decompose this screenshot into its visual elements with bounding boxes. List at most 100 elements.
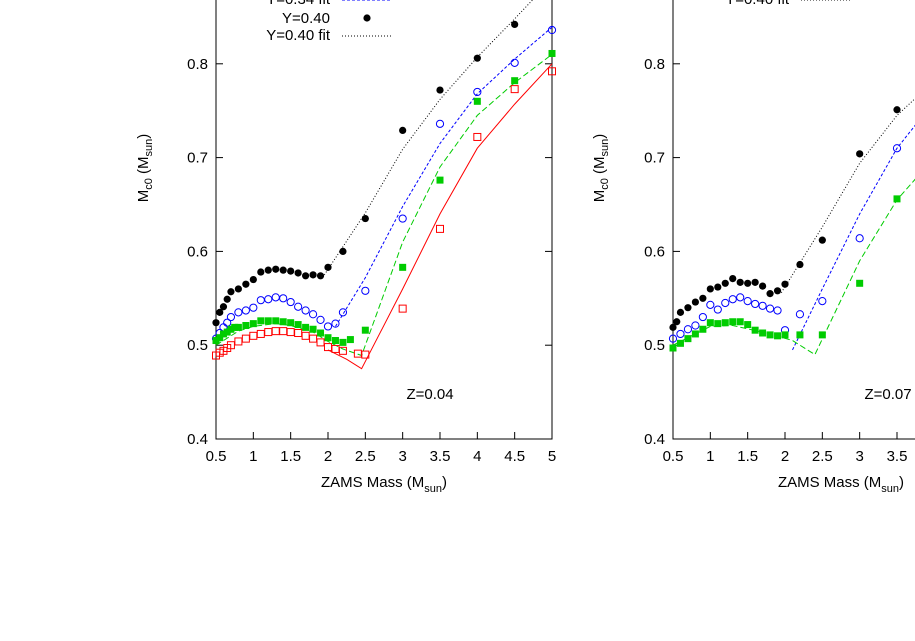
y-tick-label: 0.7 xyxy=(187,150,208,167)
data-point xyxy=(684,335,692,343)
x-axis-label: ZAMS Mass (Msun) xyxy=(321,474,447,495)
data-point xyxy=(683,325,693,334)
plot-frame xyxy=(215,0,553,440)
data-point xyxy=(361,214,369,223)
data-point xyxy=(338,346,347,355)
data-point xyxy=(736,293,745,302)
data-point xyxy=(286,328,295,337)
data-point xyxy=(241,334,250,343)
data-point xyxy=(279,327,288,336)
data-point xyxy=(473,132,482,141)
data-point xyxy=(706,319,714,327)
data-point xyxy=(511,20,519,29)
data-point xyxy=(744,279,752,287)
series-line xyxy=(323,0,534,276)
data-point xyxy=(766,331,774,339)
data-point xyxy=(212,337,220,345)
data-point xyxy=(264,266,272,274)
data-point xyxy=(721,298,730,308)
data-point xyxy=(271,327,280,336)
annotation-z: Z=0.07 xyxy=(864,386,911,403)
data-point xyxy=(227,288,235,296)
data-point xyxy=(766,290,774,298)
x-axis-label: ZAMS Mass (Msun) xyxy=(778,474,904,495)
data-point xyxy=(729,275,737,283)
data-point xyxy=(301,306,310,315)
axis-ticks: 0.5 1 1.5 2 2.5 3 3.5 4 4.5 50.40.50.60.70.8 xyxy=(187,56,556,465)
data-point xyxy=(855,234,864,243)
data-point xyxy=(234,308,243,317)
data-point xyxy=(264,328,273,337)
panel-z004: 0.5 1 1.5 2 2.5 3 3.5 4 4.5 50.40.50.60.70.8 Y=0.… xyxy=(135,0,556,495)
data-point xyxy=(286,297,295,307)
data-point xyxy=(773,287,782,295)
data-point xyxy=(309,271,317,279)
data-point xyxy=(676,329,685,339)
data-point xyxy=(324,263,332,271)
data-point xyxy=(399,126,407,134)
data-point xyxy=(287,319,295,327)
x-tick-label: 1 xyxy=(706,448,714,465)
data-point xyxy=(223,318,232,327)
annotation-z: Z=0.04 xyxy=(406,386,453,403)
data-point xyxy=(361,350,370,359)
data-point xyxy=(706,285,714,293)
data-point xyxy=(473,97,481,105)
x-tick-label: 3.5 xyxy=(887,448,908,465)
data-point xyxy=(294,329,303,338)
data-point xyxy=(759,282,767,290)
y-tick-label: 0.4 xyxy=(644,431,665,448)
data-point xyxy=(309,334,318,343)
panel-z007: 0.511.522.533.50.40.50.60.70.8 Y=0.40 fi… xyxy=(591,0,915,495)
data-point xyxy=(316,315,325,324)
axis-ticks: 0.5 1 1.5 2 2.5 3 3.50.40.50.60.70.8 xyxy=(644,56,908,465)
data-point xyxy=(219,303,228,311)
y-tick-label: 0.6 xyxy=(644,243,665,260)
data-point xyxy=(714,283,722,291)
data-point xyxy=(399,263,407,271)
data-point xyxy=(256,296,265,305)
data-point xyxy=(721,319,729,327)
data-point xyxy=(676,308,685,316)
y-tick-label: 0.8 xyxy=(644,56,665,73)
legend-label-y040-fit: Y=0.40 fit xyxy=(266,27,331,44)
data-point xyxy=(287,267,295,275)
data-point xyxy=(684,304,692,312)
data-point xyxy=(781,280,789,288)
x-tick-label: 2.5 xyxy=(355,448,376,465)
series-line xyxy=(780,97,915,293)
data-point xyxy=(706,300,715,309)
data-point xyxy=(818,297,827,306)
data-point xyxy=(893,106,901,114)
data-point xyxy=(216,308,224,316)
data-point xyxy=(436,224,444,233)
data-point xyxy=(435,119,445,128)
data-point xyxy=(691,298,700,306)
data-point xyxy=(729,318,737,326)
data-point xyxy=(249,331,258,340)
x-tick-label: 2 xyxy=(781,448,789,465)
x-tick-label: 2.5 xyxy=(812,448,833,465)
y-tick-label: 0.4 xyxy=(187,431,208,448)
x-tick-label: 3.5 xyxy=(430,448,451,465)
data-point xyxy=(227,325,235,333)
x-tick-label: 0.5 xyxy=(663,448,684,465)
data-point xyxy=(234,337,243,346)
legend: Y=0.34 fit Y=0.40 Y=0.40 fit xyxy=(266,0,392,44)
data-point xyxy=(473,54,481,62)
data-point xyxy=(743,297,752,306)
data-point xyxy=(796,260,804,269)
data-point xyxy=(231,323,239,331)
data-point xyxy=(219,330,227,338)
x-tick-label: 2 xyxy=(324,448,332,465)
legend-label-y040: Y=0.40 xyxy=(282,10,330,27)
data-point xyxy=(216,334,224,342)
data-point xyxy=(781,331,789,339)
data-point xyxy=(249,303,258,312)
data-point xyxy=(272,265,280,273)
x-tick-label: 1 xyxy=(249,448,257,465)
data-point xyxy=(302,323,310,331)
data-point xyxy=(294,321,302,329)
data-point xyxy=(668,334,678,343)
data-point xyxy=(279,266,287,274)
